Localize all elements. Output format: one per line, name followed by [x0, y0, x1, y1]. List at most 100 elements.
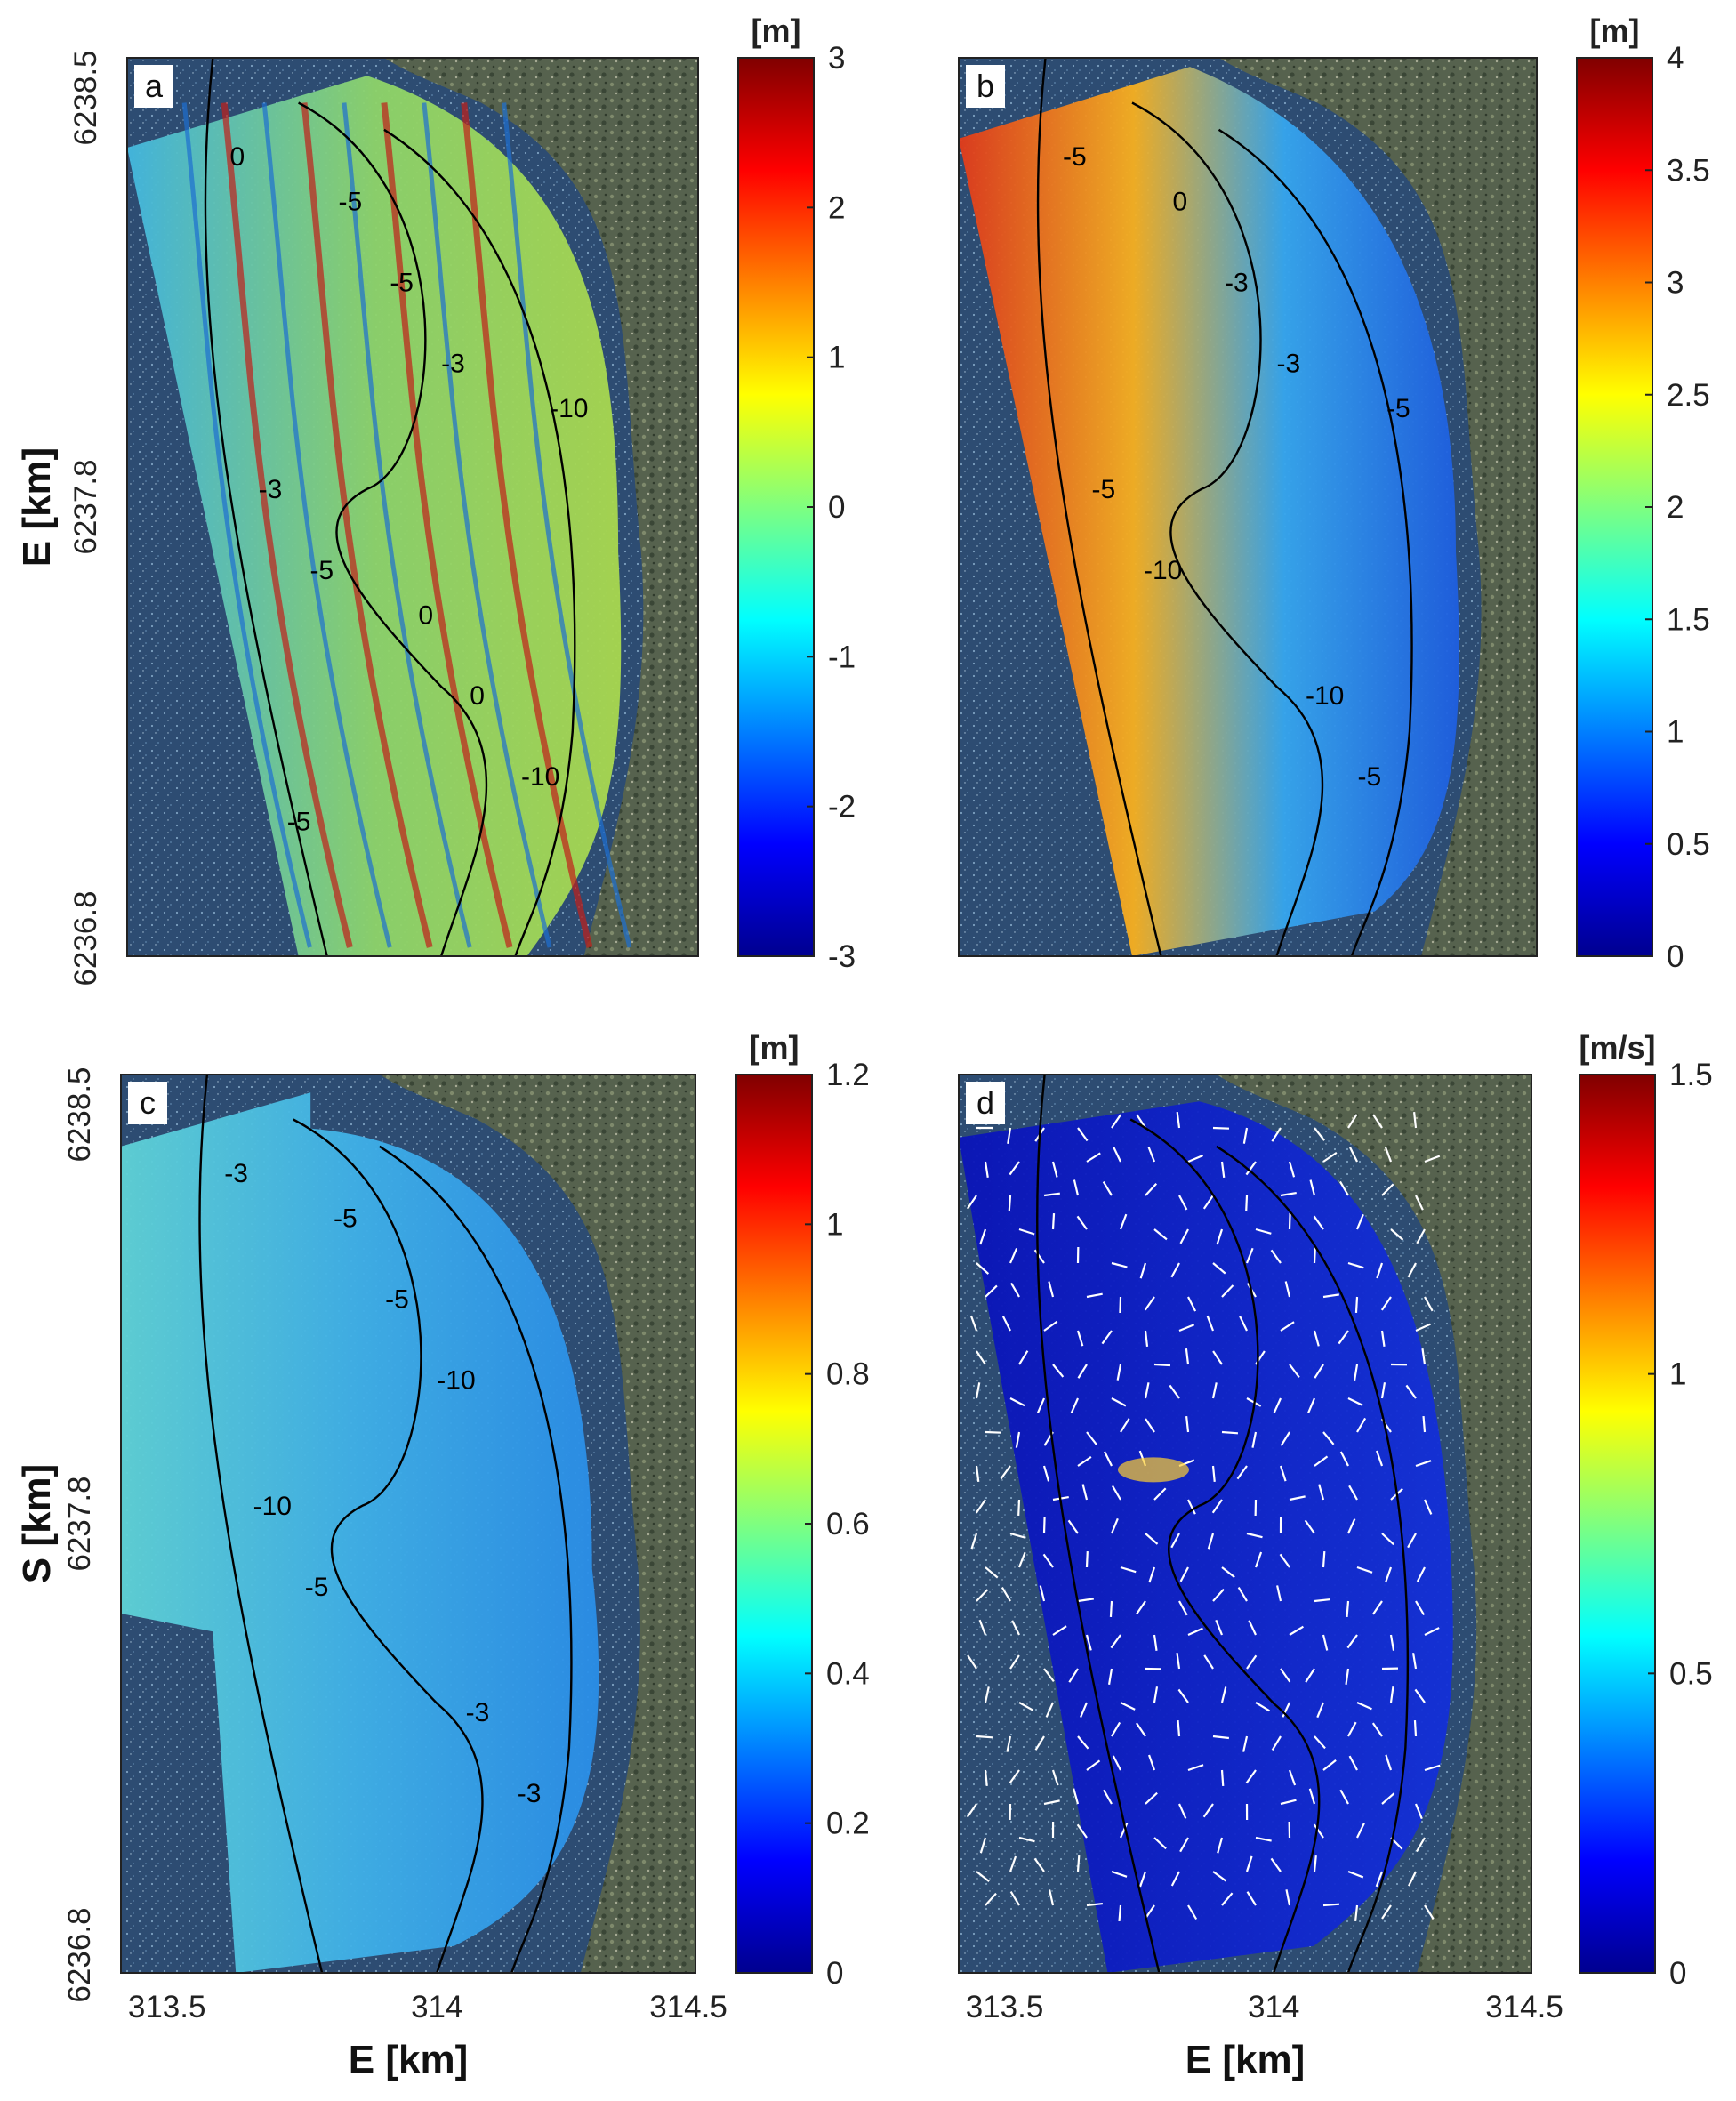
velocity-vector: [1407, 1262, 1417, 1278]
velocity-vector: [1042, 1553, 1054, 1568]
velocity-vector: [1276, 1585, 1282, 1602]
colorbar-tick-label: 0: [826, 1956, 843, 1991]
velocity-vector: [1322, 1293, 1339, 1299]
colorbar-tick-label: 3: [1667, 266, 1684, 301]
velocity-vector: [1086, 1902, 1104, 1907]
velocity-vector: [979, 1228, 987, 1245]
velocity-vector: [1289, 1625, 1304, 1636]
velocity-vector: [1077, 1735, 1089, 1750]
velocity-vector: [1245, 1161, 1257, 1176]
velocity-vector: [1289, 1364, 1300, 1379]
velocity-vector: [1372, 1600, 1383, 1615]
contour-label: 0: [230, 142, 245, 172]
velocity-vector: [1356, 1823, 1365, 1839]
velocity-vector: [1145, 1791, 1158, 1805]
y-tick-label: 6236.8: [62, 1907, 97, 2002]
contour-label: -5: [1358, 762, 1382, 792]
wave-crest: [461, 102, 593, 948]
velocity-vector: [1111, 1485, 1121, 1501]
velocity-vector: [1187, 1296, 1197, 1312]
velocity-vector: [1245, 1855, 1253, 1872]
velocity-vector: [1051, 1212, 1056, 1230]
velocity-vector: [1118, 1904, 1122, 1922]
contour-label: -5: [305, 1573, 329, 1602]
velocity-vector: [1102, 1180, 1113, 1196]
velocity-vector: [1221, 1284, 1234, 1298]
velocity-vector: [1348, 1485, 1358, 1501]
depth-contour: [1129, 1118, 1321, 1974]
velocity-vector: [1170, 1533, 1180, 1549]
velocity-vector: [1273, 1397, 1282, 1413]
velocity-vector: [976, 1350, 986, 1365]
velocity-vector: [1043, 1192, 1060, 1197]
velocity-vector: [1411, 1653, 1418, 1670]
velocity-vector: [1246, 1532, 1263, 1539]
velocity-vector: [1073, 1179, 1080, 1196]
velocity-vector: [1347, 1721, 1357, 1737]
velocity-vector: [1139, 1262, 1147, 1279]
velocity-vector: [1314, 1598, 1331, 1603]
data-field: [959, 67, 1459, 957]
colorbar-tick-label: 1: [1669, 1357, 1686, 1392]
velocity-vector: [1215, 1619, 1224, 1636]
velocity-vector: [1017, 1499, 1021, 1517]
velocity-vector: [1346, 1600, 1350, 1618]
contour-label: -5: [385, 1285, 409, 1315]
velocity-vector: [1246, 1891, 1257, 1906]
y-tick-label: 6236.8: [68, 890, 103, 986]
velocity-vector: [1245, 1247, 1254, 1264]
axes-frame: [958, 57, 1538, 957]
velocity-vector: [1384, 1566, 1393, 1583]
depth-contour: [204, 57, 328, 957]
velocity-vector: [1314, 1735, 1326, 1750]
contour-label: -3: [259, 475, 283, 504]
velocity-vector: [1187, 1154, 1204, 1163]
velocity-vector: [1119, 1823, 1129, 1839]
velocity-vector: [1109, 1600, 1113, 1618]
velocity-vector: [1034, 1735, 1045, 1751]
velocity-vector: [1288, 1161, 1296, 1178]
velocity-vector: [1217, 1837, 1224, 1854]
velocity-vector: [1313, 1855, 1317, 1872]
velocity-vector: [985, 1430, 1002, 1434]
velocity-vector: [1042, 1465, 1050, 1482]
data-field: [121, 1092, 599, 1973]
x-tick-label: 314.5: [649, 1990, 727, 2025]
velocity-vector: [1242, 1735, 1249, 1752]
velocity-vector: [1145, 1418, 1155, 1433]
y-tick-label: 6237.8: [62, 1476, 97, 1571]
velocity-vector: [1185, 1348, 1190, 1365]
velocity-vector: [1111, 1721, 1121, 1737]
velocity-vector: [1153, 1634, 1158, 1651]
velocity-vector: [1322, 1903, 1340, 1907]
velocity-vector: [1313, 1823, 1324, 1839]
contour-label: -10: [550, 394, 588, 423]
colorbar-tick-label: 0.8: [826, 1357, 870, 1392]
depth-contour: [1131, 101, 1324, 957]
velocity-vector: [1347, 1397, 1363, 1406]
data-field: [127, 76, 622, 956]
velocity-vector: [1144, 1330, 1149, 1348]
velocity-vector: [1212, 1350, 1223, 1365]
velocity-vector: [1015, 1431, 1021, 1448]
velocity-vector: [1085, 1550, 1089, 1568]
contour-label: -5: [390, 269, 414, 298]
velocity-vector: [1145, 1183, 1158, 1196]
colorbar: [737, 57, 815, 957]
colorbar-unit: [m]: [751, 12, 801, 49]
contour-label: 0: [418, 600, 433, 630]
contour-label: -5: [1386, 394, 1410, 423]
velocity-vector: [1376, 1262, 1384, 1279]
velocity-vector: [1147, 1146, 1156, 1163]
colorbar-tick-label: 2.5: [1667, 378, 1710, 413]
velocity-vector: [975, 1465, 980, 1482]
colorbar-tick-label: 3: [828, 41, 845, 76]
colorbar-tick-label: 2: [828, 190, 845, 225]
velocity-vector: [1113, 1147, 1121, 1163]
panel-label-box: [128, 1082, 167, 1124]
panel-label-box: [966, 65, 1005, 108]
velocity-vector: [1135, 1600, 1146, 1615]
velocity-vector: [1107, 1668, 1113, 1685]
velocity-vector: [1347, 1261, 1364, 1269]
